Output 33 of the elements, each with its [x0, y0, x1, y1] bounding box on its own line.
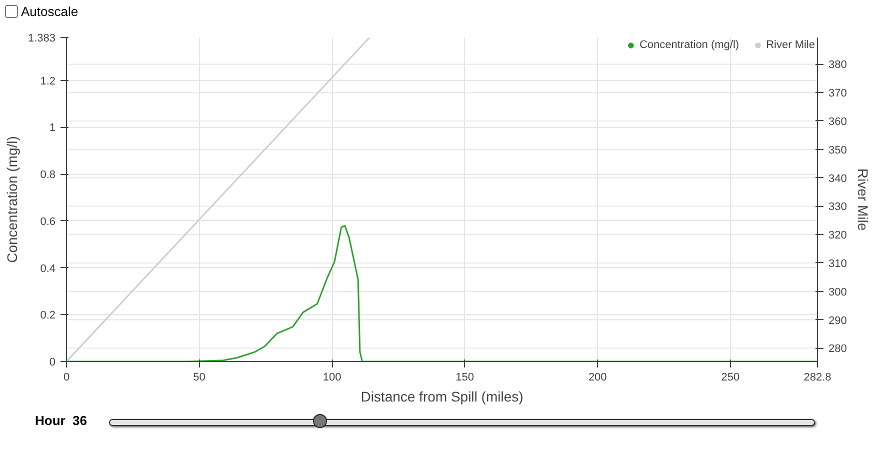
- y-tick-label: 0.8: [40, 169, 56, 182]
- y2-tick-label: 340: [828, 172, 847, 185]
- x-axis-title: Distance from Spill (miles): [360, 388, 524, 404]
- y-tick-label: 0.2: [40, 310, 56, 322]
- text: Autoscale: [21, 4, 78, 19]
- y2-tick-label: 300: [828, 286, 847, 298]
- y2-axis-title: River Mile: [854, 168, 871, 231]
- y-tick-label: 1: [49, 122, 56, 134]
- y-tick-label: 0.4: [40, 262, 56, 275]
- y2-tick-label: 330: [828, 201, 847, 214]
- y-tick-label: 0: [49, 356, 56, 368]
- y2-tick-label: 380: [828, 59, 847, 72]
- y-tick-label: 1.2: [40, 75, 56, 88]
- text: Hour 36: [35, 413, 88, 428]
- y2-tick-label: 290: [828, 314, 847, 327]
- y-axis-title: Concentration (mg/l): [4, 136, 20, 263]
- x-tick-label: 50: [193, 372, 206, 384]
- x-tick-label: 100: [322, 372, 342, 384]
- y2-tick-label: 350: [828, 144, 847, 156]
- x-tick-label: 150: [456, 372, 474, 384]
- y2-tick-label: 280: [828, 343, 847, 356]
- y2-tick-label: 310: [828, 258, 847, 270]
- x-tick-label: 0: [63, 372, 70, 384]
- x-tick-label: 282.8: [804, 372, 832, 384]
- y-tick-label: 0.6: [40, 216, 56, 228]
- x-tick-label: 200: [588, 372, 607, 384]
- y2-tick-label: 370: [828, 88, 847, 100]
- y2-tick-label: 320: [828, 230, 847, 242]
- y-tick-label: 1.383: [28, 32, 56, 44]
- y2-tick-label: 360: [828, 116, 847, 128]
- legend-label: Concentration (mg/l): [639, 39, 740, 51]
- legend-label: River Mile: [766, 39, 815, 51]
- x-tick-label: 250: [721, 372, 740, 384]
